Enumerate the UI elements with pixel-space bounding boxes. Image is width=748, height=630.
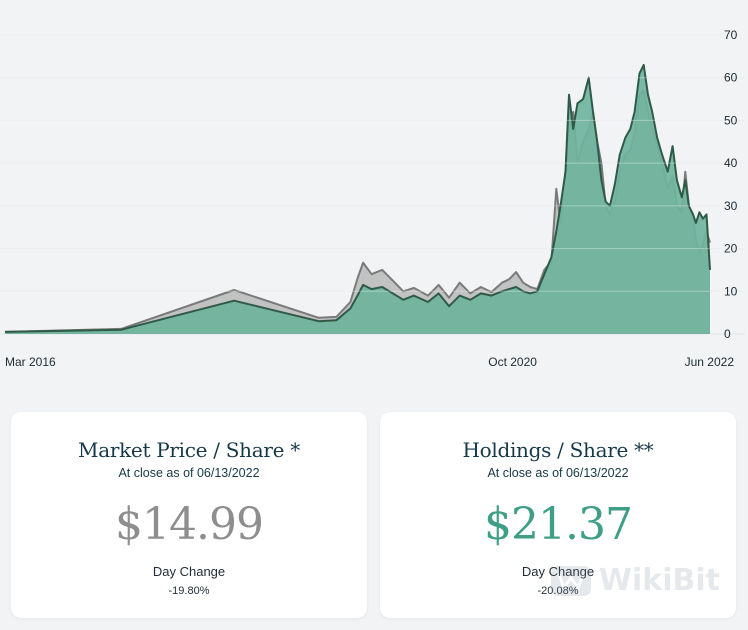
- holdings-card: Holdings / Share ** At close as of 06/13…: [380, 412, 736, 618]
- x-tick-label: Mar 2016: [5, 355, 56, 369]
- y-tick-label: 30: [724, 199, 738, 213]
- grid-layer: [0, 34, 745, 335]
- y-tick-label: 20: [724, 242, 738, 256]
- holdings-subtitle: At close as of 06/13/2022: [487, 466, 629, 480]
- y-tick-label: 40: [724, 156, 738, 170]
- area-layer: [0, 34, 745, 335]
- market-price-value: $14.99: [115, 499, 264, 550]
- chart-svg: 0 10 20 30 40 50 60 70 Mar 2016 Oct 2020 Jun 2022: [0, 28, 745, 369]
- market-price-subtitle: At close as of 06/13/2022: [118, 466, 260, 480]
- price-chart: 0 10 20 30 40 50 60 70 Mar 2016 Oct 2020 Jun 2022: [0, 28, 745, 369]
- market-price-series-line: [4, 63, 711, 333]
- holdings-value: $21.37: [484, 499, 633, 550]
- market-price-title: Market Price / Share *: [78, 438, 300, 462]
- axis-layer: 0 10 20 30 40 50 60 70 Mar 2016 Oct 2020 Jun 2022: [5, 28, 738, 369]
- y-tick-label: 50: [724, 113, 738, 127]
- watermark-text: WikiBit: [598, 563, 720, 598]
- x-tick-label: Oct 2020: [488, 355, 537, 369]
- wikibit-watermark: WikiBit: [549, 563, 720, 598]
- market-price-series-area: [5, 64, 710, 335]
- wikibit-logo-icon: [550, 565, 591, 596]
- holdings-day-change-value: -20.08%: [380, 585, 736, 597]
- market-day-change-label: Day Change: [152, 564, 226, 579]
- holdings-day-change-label: Day Change: [521, 564, 594, 579]
- holdings-title: Holdings / Share **: [462, 438, 654, 462]
- market-price-card: Market Price / Share * At close as of 06…: [11, 412, 367, 618]
- y-tick-label: 70: [724, 28, 738, 42]
- y-tick-label: 0: [724, 327, 731, 341]
- market-day-change-value: -19.80%: [168, 585, 210, 597]
- x-tick-label: Jun 2022: [685, 355, 735, 369]
- y-tick-label: 60: [724, 71, 738, 85]
- y-tick-label: 10: [724, 284, 738, 298]
